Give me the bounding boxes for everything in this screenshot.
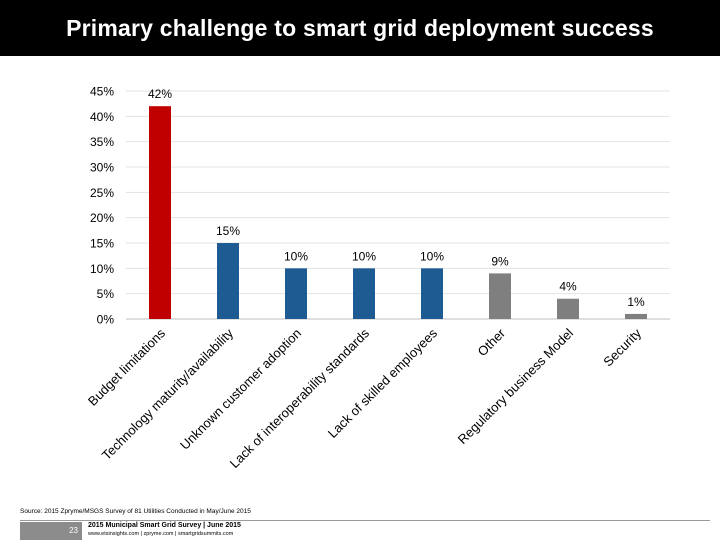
bar [557,298,579,319]
x-tick-label: Lack of skilled employees [325,325,441,441]
footer-links: www.etsinsights.com | zpryme.com | smart… [88,531,234,537]
bar [285,268,307,319]
footer-survey-title: 2015 Municipal Smart Grid Survey | June … [88,522,241,529]
bar [217,243,239,319]
bar [421,268,443,319]
y-tick-label: 40% [90,110,114,124]
y-tick-label: 45% [90,85,114,99]
data-label: 10% [352,249,376,263]
y-tick-label: 30% [90,161,114,175]
data-label: 10% [420,249,444,263]
y-tick-label: 35% [90,135,114,149]
page-number: 23 [69,526,78,535]
bar [353,268,375,319]
title-bar [0,0,720,56]
x-tick-label: Security [600,325,644,369]
bar [489,273,511,319]
x-tick-label: Unknown customer adoption [177,326,304,453]
bar-chart: 0%5%10%15%20%25%30%35%40%45% 42%Budget li… [85,85,670,471]
data-label: 9% [491,254,509,268]
data-label: 10% [284,249,308,263]
y-tick-label: 15% [90,237,114,251]
y-tick-label: 20% [90,211,114,225]
data-label: 1% [627,295,645,309]
y-tick-label: 10% [90,262,114,276]
data-label: 15% [216,224,240,238]
x-tick-label: Other [475,325,509,359]
bar [149,106,171,319]
page-title: Primary challenge to smart grid deployme… [66,15,654,41]
page-number-box [20,522,82,540]
y-tick-label: 5% [97,287,115,301]
footer-divider [20,520,710,521]
data-label: 42% [148,87,172,101]
y-tick-label: 25% [90,186,114,200]
bar [625,313,647,319]
x-tick-label: Technology maturity/availability [99,325,237,463]
source-note: Source: 2015 Zpryme/MSGS Survey of 81 Ut… [20,508,251,515]
x-tick-label: Regulatory business Model [455,325,577,447]
y-tick-label: 0% [97,313,115,327]
x-tick-label: Lack of interoperability standards [227,325,373,471]
data-label: 4% [559,280,577,294]
